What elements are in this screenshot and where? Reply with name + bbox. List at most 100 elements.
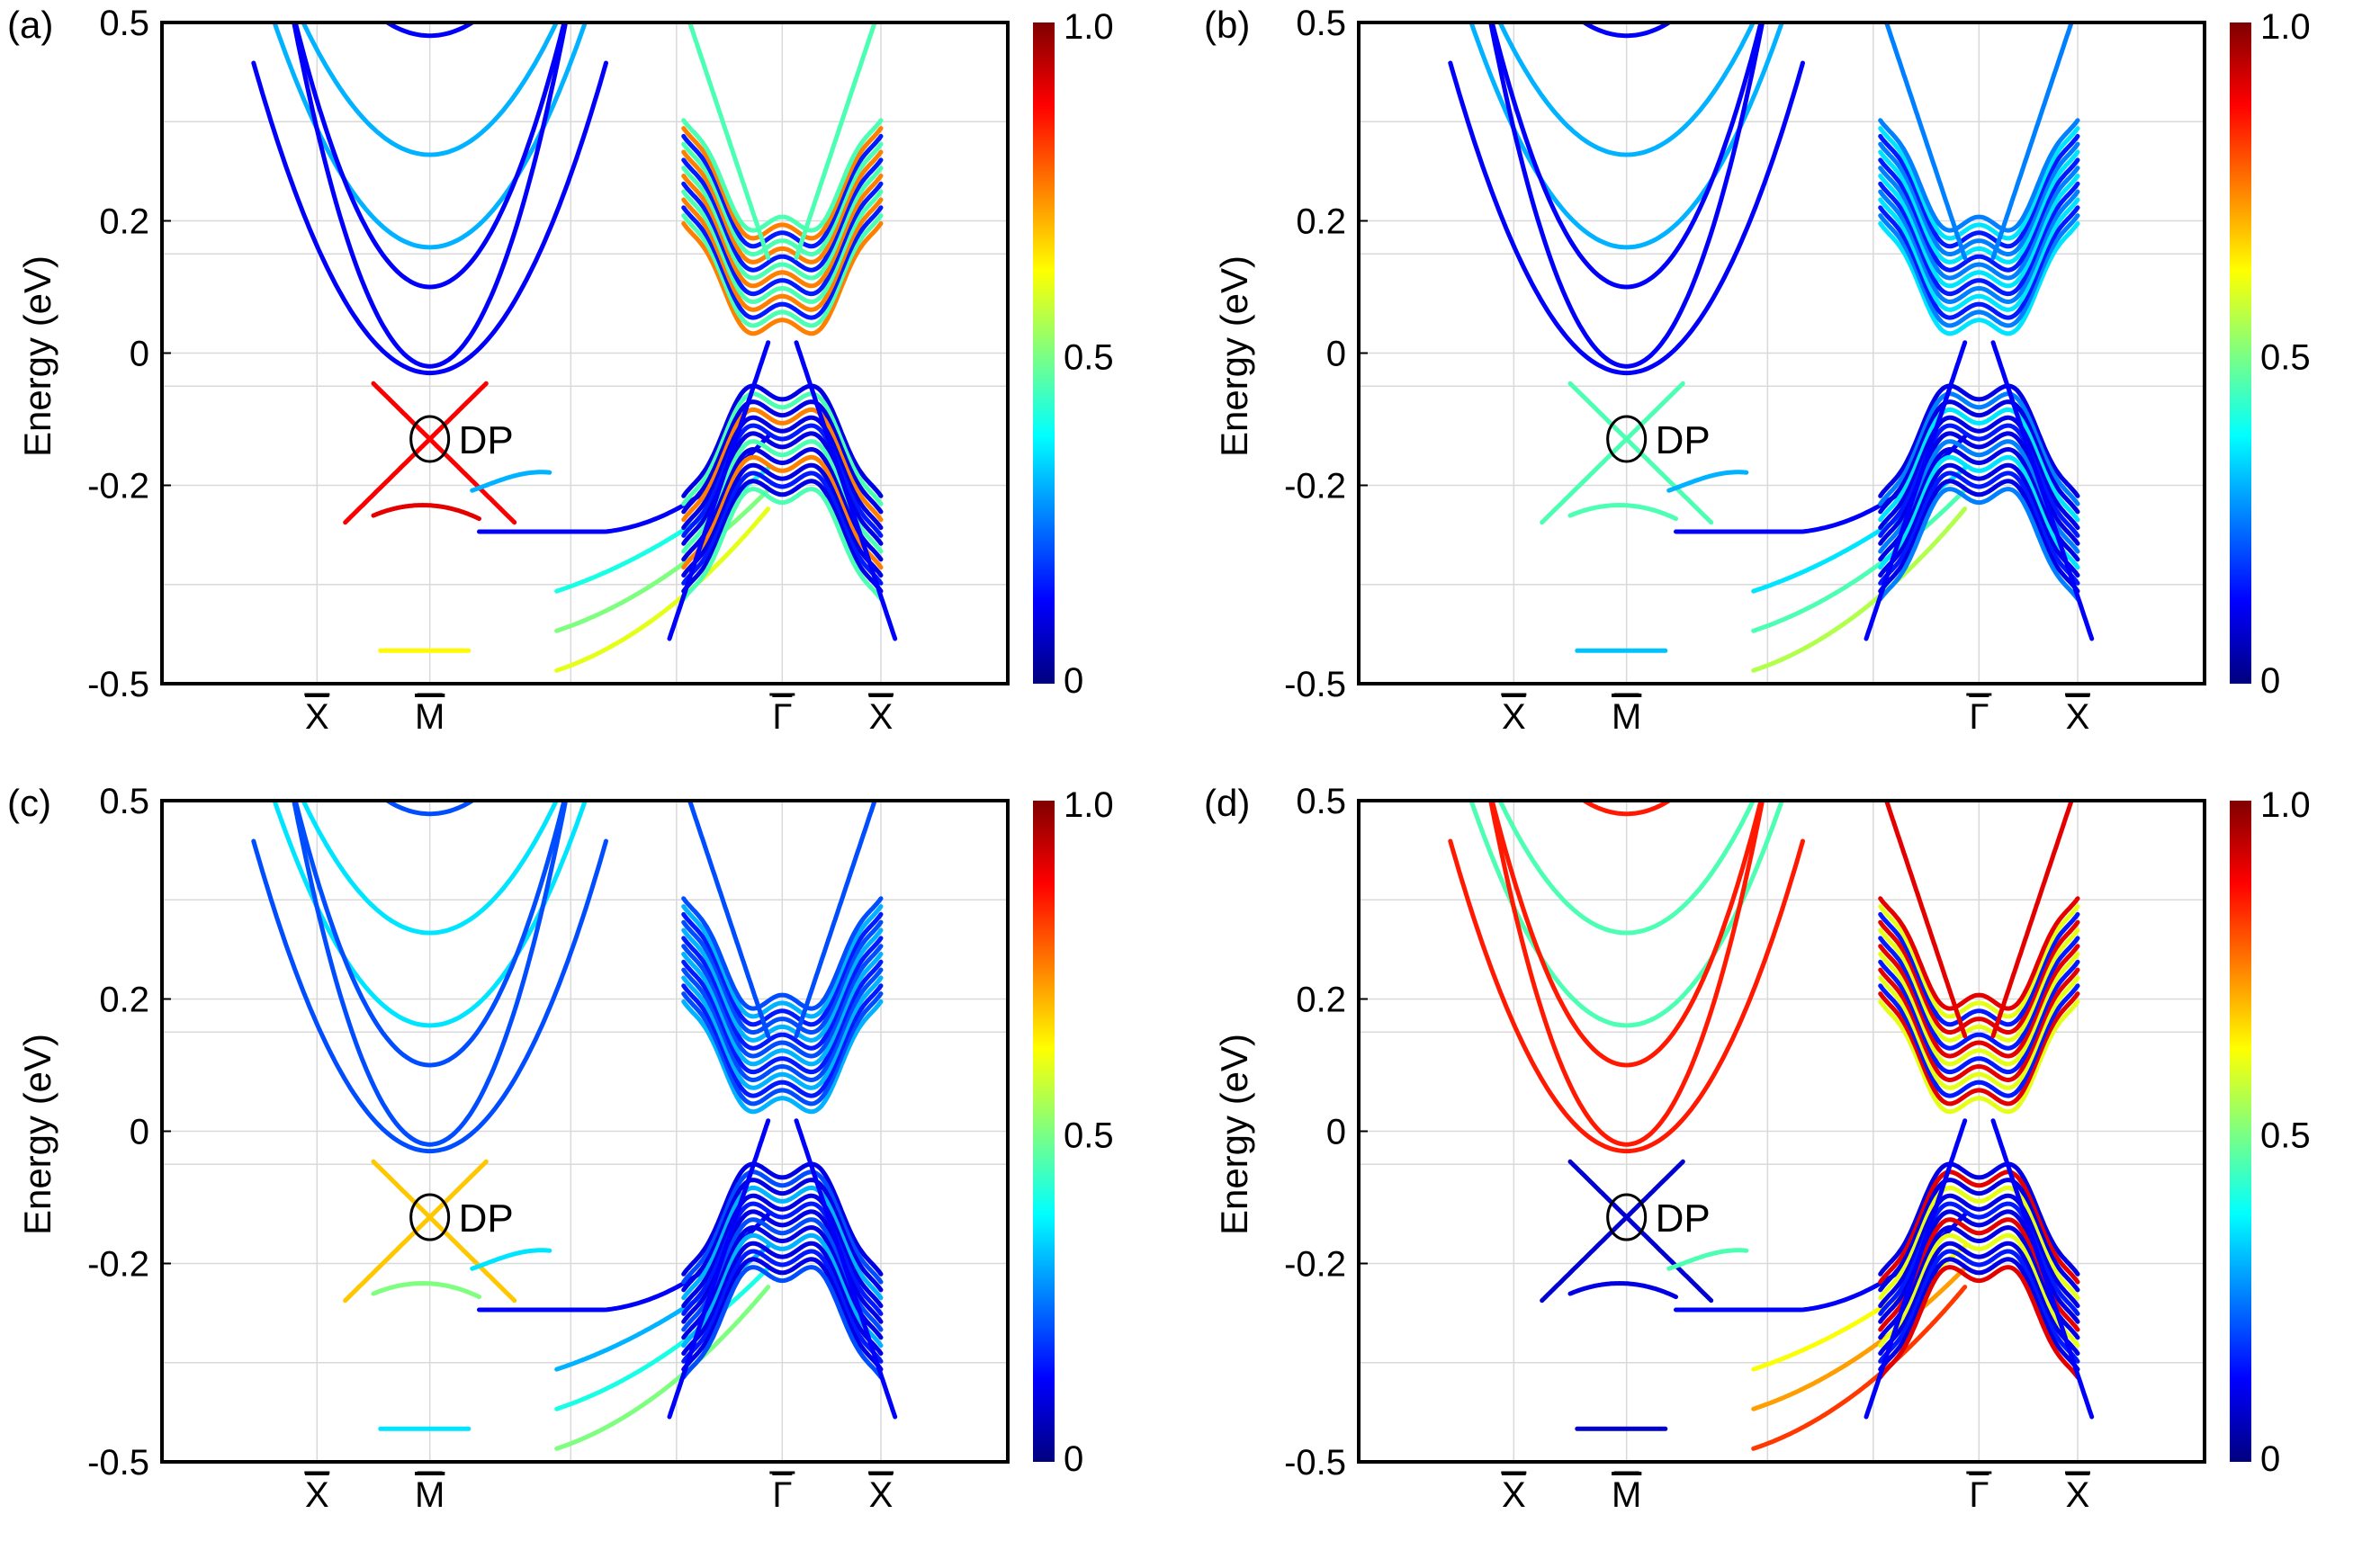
colorbar-tick-label: 0 <box>1064 1439 1083 1479</box>
y-tick-label: 0 <box>130 1113 149 1152</box>
gamma-edge <box>794 340 898 641</box>
x-tick-label: X <box>2066 1475 2090 1515</box>
dispersive-band <box>1751 1285 1968 1451</box>
gamma-edge <box>1990 22 2074 261</box>
gamma-conduction-band <box>681 118 884 233</box>
y-tick-label: 0.2 <box>99 202 149 242</box>
gamma-valence-band <box>681 383 884 498</box>
m-steep-band <box>292 801 569 1147</box>
gamma-edge <box>1864 1118 1968 1420</box>
x-tick-label: Γ <box>1969 697 1989 737</box>
gamma-conduction-band <box>1878 959 2080 1075</box>
bands <box>251 801 898 1451</box>
gamma-valence-band <box>681 415 884 531</box>
gamma-conduction-band <box>681 936 884 1051</box>
gamma-conduction-band <box>681 967 884 1083</box>
gamma-valence-band <box>1878 423 2080 538</box>
bands <box>1448 22 2095 673</box>
colorbar-tick-label: 0.5 <box>1064 338 1114 378</box>
gamma-valence-band <box>681 1185 884 1301</box>
x-tick-label: X <box>305 1475 329 1515</box>
y-tick-label: -0.2 <box>1284 467 1346 506</box>
panel-label: (a) <box>7 4 54 46</box>
m-conduction-band <box>382 22 477 39</box>
gamma-conduction-band <box>681 197 884 312</box>
y-tick-label: -0.5 <box>1284 665 1346 704</box>
m-steep-band <box>292 801 567 1068</box>
panel-d: (d) Energy (eV) -0.5 -0.2 0 0.2 0.5 X M Γ X DP 1.0 0.… <box>1197 778 2380 1552</box>
x-tick-label: X <box>1502 697 1526 737</box>
panel-label: (b) <box>1204 4 1251 46</box>
gamma-conduction-band <box>1878 181 2080 297</box>
x-tick-label: X <box>2066 697 2090 737</box>
gamma-conduction-band <box>1878 213 2080 328</box>
m-conduction-band <box>1448 60 1805 376</box>
grid <box>162 22 1008 685</box>
x-tick-label: X <box>1502 1475 1526 1515</box>
y-tick-label: -0.5 <box>1284 1443 1346 1483</box>
y-tick-label: 0.5 <box>1296 4 1346 43</box>
m-steep-band <box>1489 22 1764 290</box>
gamma-valence-band <box>681 1201 884 1316</box>
gamma-conduction-band <box>681 904 884 1019</box>
gamma-conduction-band <box>681 983 884 1098</box>
gamma-conduction-band <box>681 999 884 1115</box>
gamma-edge <box>1883 801 1968 1039</box>
panel-label: (c) <box>7 782 51 824</box>
dirac-point-circle <box>409 415 451 463</box>
gamma-conduction-band <box>681 952 884 1067</box>
y-tick-label: 0.5 <box>99 782 149 821</box>
gamma-valence-band <box>1878 479 2080 594</box>
dispersive-band <box>1751 506 1968 673</box>
gamma-valence-band <box>1878 1257 2080 1372</box>
gamma-conduction-band <box>681 220 884 336</box>
surface-band <box>1666 1248 1749 1271</box>
y-tick-label: 0 <box>1326 335 1346 374</box>
x-tick-label: Γ <box>1969 1475 1989 1515</box>
gamma-valence-band <box>1878 415 2080 531</box>
gamma-conduction-band <box>1878 999 2080 1115</box>
gamma-conduction-band <box>681 944 884 1059</box>
gamma-edge <box>1990 1118 2095 1420</box>
gamma-valence-band <box>1878 407 2080 523</box>
gamma-conduction-band <box>1878 904 2080 1019</box>
gamma-conduction-band <box>1878 157 2080 273</box>
surface-band <box>470 470 552 493</box>
y-tick-label: 0.2 <box>99 981 149 1020</box>
gamma-edge <box>687 22 771 261</box>
x-tick-label: X <box>869 1475 894 1515</box>
gamma-conduction-band <box>1878 149 2080 264</box>
gamma-edge <box>794 22 877 261</box>
gamma-conduction-band <box>1878 126 2080 241</box>
gamma-edge <box>1990 340 2095 641</box>
gamma-conduction-band <box>1878 919 2080 1035</box>
gamma-valence-band <box>1878 487 2080 602</box>
gamma-conduction-band <box>681 149 884 264</box>
colorbar <box>1033 801 1055 1462</box>
y-tick-label: 0.2 <box>1296 981 1346 1020</box>
dirac-point-label: DP <box>1656 1196 1711 1241</box>
gamma-edge <box>667 1118 771 1420</box>
colorbar-tick-label: 0.5 <box>2260 1116 2311 1156</box>
dispersive-band <box>554 488 771 633</box>
gamma-conduction-band <box>681 959 884 1075</box>
band-structure-plot: -0.5 -0.2 0 0.2 0.5 X M Γ X DP 1.0 0.5 0 <box>87 4 1114 737</box>
gamma-valence-band <box>681 1193 884 1309</box>
gamma-valence-band <box>1878 1265 2080 1380</box>
valence-hump <box>1567 1280 1678 1300</box>
x-tick-label: M <box>1612 1475 1641 1515</box>
gamma-conduction-band <box>1878 197 2080 312</box>
colorbar-tick-label: 0.5 <box>1064 1116 1114 1156</box>
gamma-conduction-band <box>1878 205 2080 320</box>
gamma-valence-band <box>681 1249 884 1364</box>
m-conduction-band <box>1448 838 1805 1154</box>
gamma-conduction-band <box>1878 189 2080 305</box>
m-conduction-band <box>382 801 477 817</box>
gamma-valence-band <box>681 1161 884 1277</box>
gamma-valence-band <box>1878 446 2080 562</box>
gamma-valence-band <box>1878 1193 2080 1309</box>
colorbar-tick-label: 0 <box>2260 1439 2280 1479</box>
gamma-valence-band <box>1878 1169 2080 1285</box>
dirac-point-circle <box>409 1193 451 1241</box>
gamma-conduction-band <box>681 896 884 1011</box>
